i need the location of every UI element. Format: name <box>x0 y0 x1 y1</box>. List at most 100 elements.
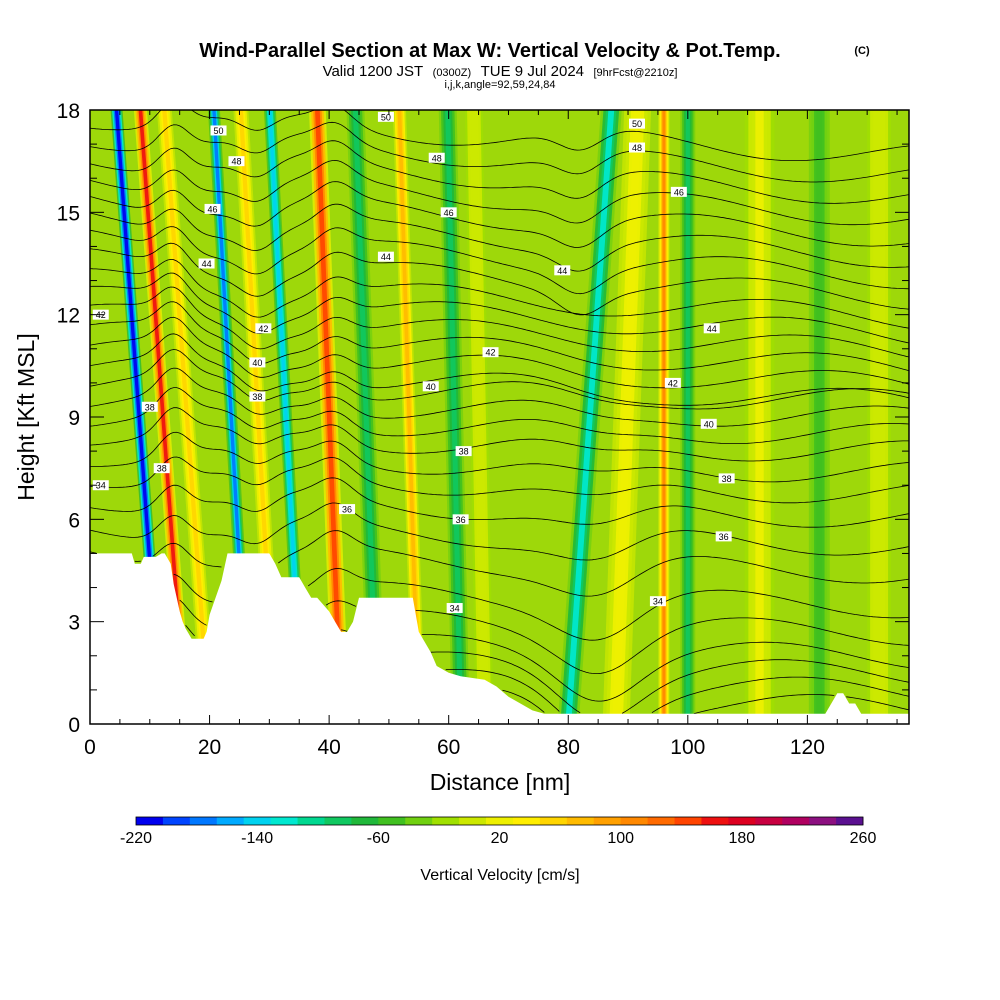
contour-label: 34 <box>446 603 463 614</box>
colorbar-swatch <box>459 817 487 825</box>
theta-contour-labels: 34 38 38 42 50 48 46 44 42 40 38 36 50 48 46 44 42 40 38 36… <box>92 111 735 614</box>
contour-label-bg <box>153 463 170 474</box>
contour-label-bg <box>210 125 227 136</box>
x-tick-label: 20 <box>198 736 221 759</box>
colorbar-tick-label: 180 <box>728 830 755 847</box>
x-tick-label: 80 <box>557 736 580 759</box>
velocity-band-level <box>445 110 464 724</box>
colorbar-swatch <box>512 817 541 825</box>
colorbar-swatch <box>136 817 164 825</box>
contour-label-text: 48 <box>632 143 642 153</box>
y-tick-label: 6 <box>68 509 80 532</box>
contour-label: 48 <box>428 152 445 163</box>
colorbar-swatch <box>216 817 245 825</box>
contour-label-text: 44 <box>557 266 567 276</box>
colorbar-tick-label: 20 <box>491 830 509 847</box>
velocity-band <box>557 110 622 724</box>
colorbar-swatch <box>809 817 837 825</box>
contour-label-bg <box>141 401 158 412</box>
theta-contour <box>173 568 909 641</box>
theta-contour <box>90 387 909 444</box>
velocity-band-level <box>352 110 380 724</box>
velocity-band <box>680 110 696 724</box>
theta-contour <box>430 651 909 714</box>
contour-label-bg <box>455 446 472 457</box>
contour-label-bg <box>428 152 445 163</box>
contour-label: 42 <box>664 377 681 388</box>
contour-label-bg <box>198 258 215 269</box>
theta-contour <box>90 226 909 295</box>
contour-label-bg <box>628 142 645 153</box>
contour-label-text: 46 <box>674 187 684 197</box>
y-tick-label: 18 <box>57 100 80 123</box>
x-tick-label: 100 <box>670 736 705 759</box>
colorbar-swatch <box>486 817 514 825</box>
contour-label-text: 50 <box>214 126 224 136</box>
colorbar-label: Vertical Velocity [cm/s] <box>420 867 579 884</box>
colorbar-swatch <box>243 817 272 825</box>
contour-label: 46 <box>670 186 687 197</box>
colorbar-swatch <box>836 817 864 825</box>
y-tick-label: 0 <box>68 714 80 737</box>
contour-label: 36 <box>339 504 356 515</box>
x-axis-label: Distance [nm] <box>430 769 571 795</box>
y-tick-label: 3 <box>68 612 80 635</box>
theta-contour <box>90 349 909 410</box>
contour-label-bg <box>482 347 499 358</box>
contour-label: 50 <box>377 111 394 122</box>
contour-label-text: 34 <box>96 481 106 491</box>
colorbar-tick-label: 100 <box>607 830 634 847</box>
colorbar-tick-label: 260 <box>850 830 877 847</box>
copyright-mark: (C) <box>854 45 870 57</box>
contour-label: 40 <box>422 381 439 392</box>
contour-label: 44 <box>377 251 394 262</box>
theta-contour <box>90 530 909 597</box>
chart-title: Wind-Parallel Section at Max W: Vertical… <box>199 40 780 62</box>
contour-label: 48 <box>628 142 645 153</box>
velocity-band-level <box>816 110 823 724</box>
contour-label-text: 42 <box>258 324 268 334</box>
contour-label-text: 48 <box>231 157 241 167</box>
contour-label-text: 50 <box>381 112 391 122</box>
theta-contour <box>90 333 909 406</box>
contour-label-text: 44 <box>381 252 391 262</box>
velocity-band <box>133 110 193 724</box>
contour-label: 42 <box>482 347 499 358</box>
theta-contour <box>90 181 909 248</box>
contour-label-bg <box>628 118 645 129</box>
contour-label-text: 38 <box>459 447 469 457</box>
plot-area: 34 38 38 42 50 48 46 44 42 40 38 36 50 48 46 44 42 40 38 36… <box>90 110 909 724</box>
contour-label-text: 40 <box>252 358 262 368</box>
theta-contour <box>90 316 909 389</box>
contour-label: 40 <box>249 357 266 368</box>
colorbar-swatch <box>566 817 595 825</box>
contour-label-bg <box>204 203 221 214</box>
contour-label: 46 <box>204 203 221 214</box>
theta-contour <box>179 599 909 674</box>
contour-label-text: 36 <box>456 515 466 525</box>
colorbar-swatch <box>755 817 783 825</box>
colorbar-swatch <box>351 817 379 825</box>
velocity-band-level <box>875 110 883 724</box>
velocity-band <box>309 110 350 724</box>
theta-contour <box>90 431 909 483</box>
contour-label-text: 42 <box>668 378 678 388</box>
contour-label-bg <box>554 265 571 276</box>
contour-label-bg <box>670 186 687 197</box>
section-params: i,j,k,angle=92,59,24,84 <box>444 79 555 91</box>
velocity-band-level <box>685 110 690 724</box>
theta-contour <box>90 110 909 161</box>
contour-label-text: 34 <box>450 604 460 614</box>
theta-contour <box>90 272 909 344</box>
colorbar-frame <box>135 816 864 826</box>
contour-label-text: 48 <box>432 153 442 163</box>
colorbar-swatch <box>378 817 406 825</box>
theta-contour <box>90 477 909 528</box>
velocity-band <box>438 110 470 724</box>
velocity-band <box>867 110 892 724</box>
contour-label-text: 46 <box>444 208 454 218</box>
velocity-band-level <box>662 110 666 724</box>
colorbar-swatch <box>162 817 191 825</box>
